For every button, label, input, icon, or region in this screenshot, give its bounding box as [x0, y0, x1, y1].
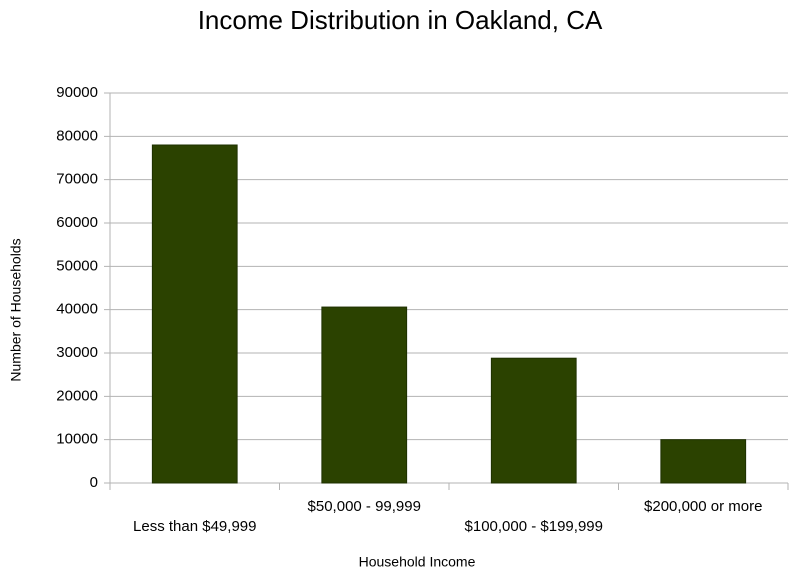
x-tick-label: Less than $49,999	[133, 518, 256, 535]
y-tick-label: 20000	[56, 387, 98, 404]
y-tick-label: 80000	[56, 127, 98, 144]
x-tick-label: $100,000 - $199,999	[465, 518, 603, 535]
y-tick-label: 50000	[56, 257, 98, 274]
y-tick-label: 0	[90, 474, 98, 491]
x-tick-label: $50,000 - 99,999	[308, 498, 421, 515]
x-axis-label: Household Income	[359, 554, 476, 570]
y-tick-label: 70000	[56, 171, 98, 188]
y-tick-label: 90000	[56, 84, 98, 101]
bar	[660, 439, 747, 484]
bar	[490, 357, 577, 484]
x-tick-label: $200,000 or more	[644, 498, 762, 515]
y-tick-label: 60000	[56, 214, 98, 231]
bar	[321, 306, 408, 484]
y-tick-label: 40000	[56, 301, 98, 318]
y-tick-label: 10000	[56, 431, 98, 448]
bar	[151, 144, 238, 484]
y-tick-label: 30000	[56, 344, 98, 361]
y-axis-label: Number of Households	[8, 238, 24, 381]
chart-title: Income Distribution in Oakland, CA	[198, 5, 603, 35]
